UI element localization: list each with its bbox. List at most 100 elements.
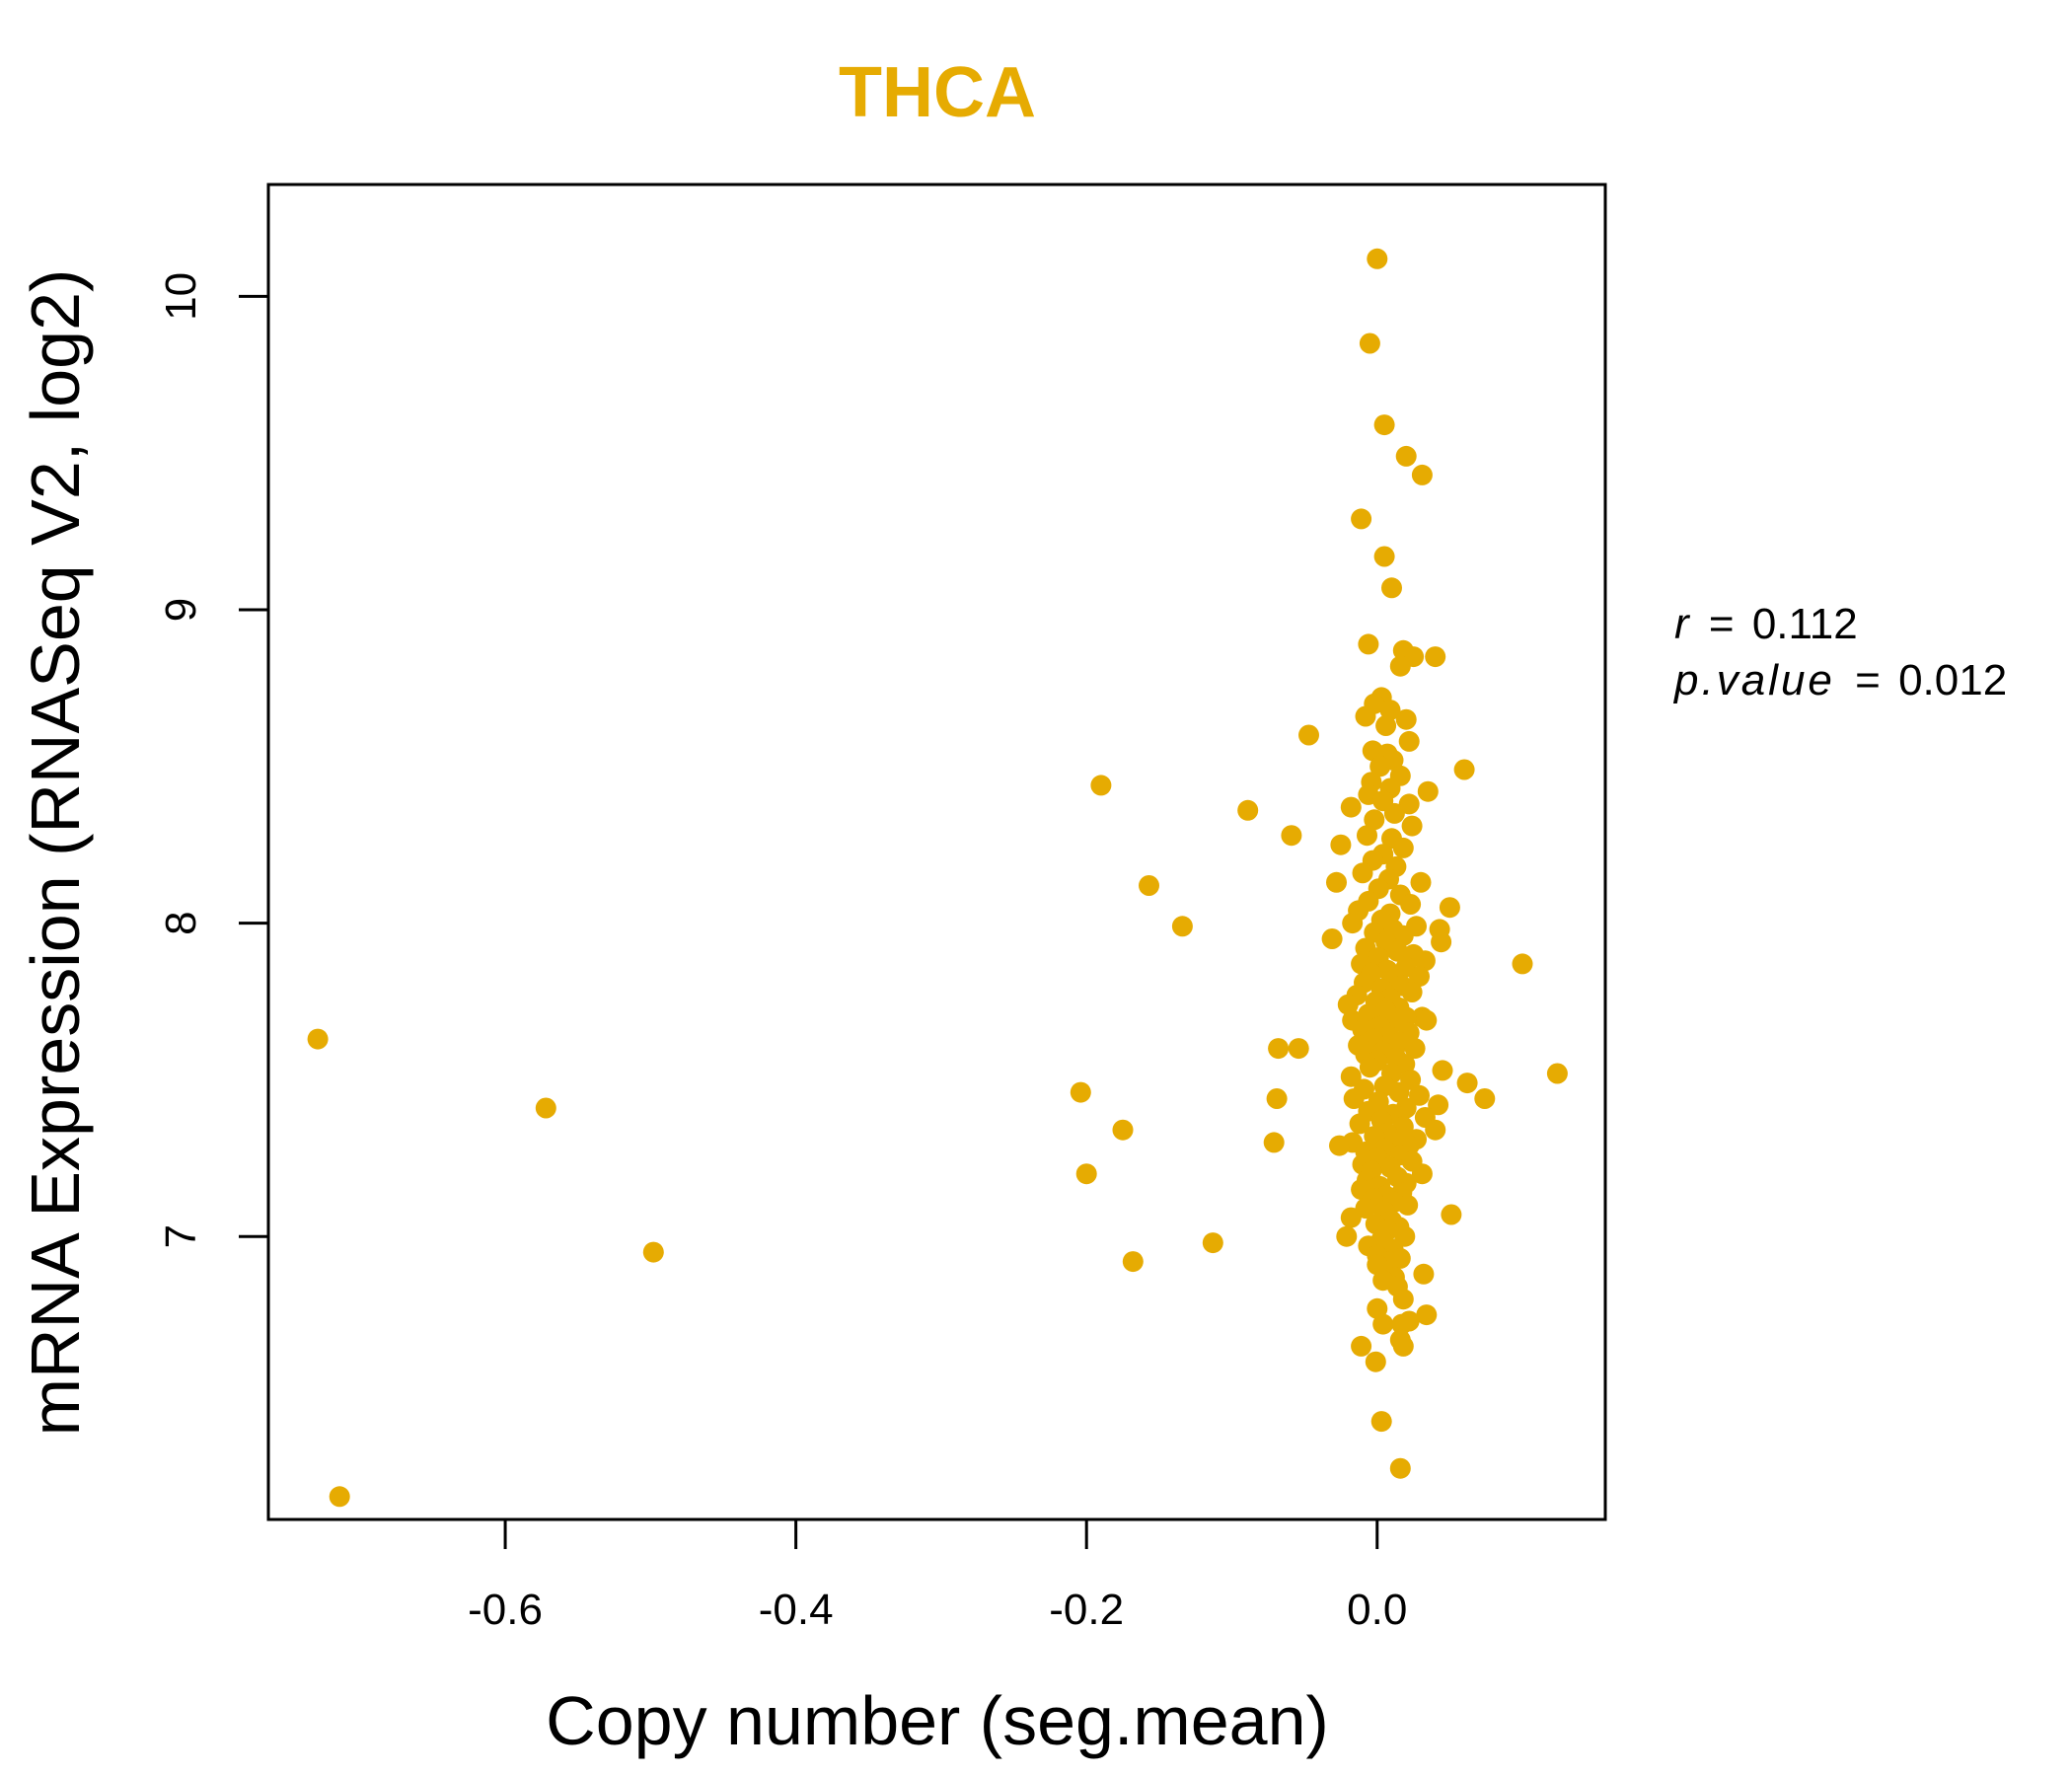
x-axis: -0.6 -0.4 -0.2 0.0 [468,1519,1407,1634]
data-point [1381,577,1402,599]
data-point [535,1097,556,1119]
data-point [1397,1194,1419,1216]
data-point [307,1028,329,1050]
data-point [1351,1335,1372,1357]
r-equals: = [1709,600,1735,648]
data-point [1075,1163,1097,1185]
data-point [1411,1163,1433,1185]
data-point [1373,414,1395,436]
data-point [1070,1081,1091,1103]
data-point [1431,931,1452,953]
data-point [1401,815,1423,837]
data-point [642,1241,664,1263]
data-point [1398,730,1420,752]
data-point [1202,1232,1223,1254]
data-point [1288,1038,1309,1060]
data-point [1392,1289,1414,1310]
x-tick-label: -0.4 [759,1586,834,1634]
data-point [1410,871,1432,893]
data-point [1237,799,1259,821]
data-point [1416,1304,1438,1326]
data-point [1090,775,1112,796]
data-point [1400,894,1422,915]
data-point [1268,1038,1290,1060]
data-point [1326,871,1347,893]
x-tick-label: -0.6 [468,1586,543,1634]
data-point [1411,464,1433,485]
data-point [1373,546,1395,567]
data-point [1389,655,1411,677]
data-point [1474,1088,1496,1109]
data-point [1367,1297,1388,1319]
data-point [1453,759,1475,780]
data-point [1352,862,1373,884]
data-point [1425,646,1446,668]
data-point [1321,928,1343,949]
data-point [1395,445,1417,467]
data-point [1298,724,1319,746]
data-point [1336,1225,1358,1247]
data-point [1409,966,1430,988]
data-point [1375,715,1397,736]
data-point [1266,1088,1288,1109]
data-point [1372,1313,1394,1335]
data-point [1359,1057,1380,1078]
p-equals: = [1855,656,1881,704]
data-point [1392,837,1414,858]
data-point [1416,1009,1438,1031]
data-point [1392,1116,1414,1138]
data-point [1171,916,1193,937]
data-point [1414,950,1436,972]
chart-title: THCA [839,53,1036,132]
data-point [1349,1113,1370,1135]
p-value: 0.012 [1898,656,2007,704]
p-symbol: p.value [1672,656,1835,704]
data-point [1337,994,1359,1015]
data-point [1401,982,1423,1002]
y-tick-label: 7 [157,1224,205,1248]
data-point [1512,953,1533,975]
points-layer [307,248,1568,1508]
data-point [1441,1204,1462,1225]
data-point [1340,1207,1362,1228]
data-point [1365,1351,1386,1372]
plot-frame [266,183,1607,1521]
data-point [1404,1038,1426,1060]
data-point [1343,1088,1365,1109]
data-point [1383,802,1405,824]
data-point [1389,1457,1411,1479]
data-point [1355,705,1376,727]
data-point [1351,508,1372,530]
data-point [1367,248,1388,269]
data-point [1546,1063,1568,1084]
y-axis-label: mRNA Expression (RNASeq V2, log2) [17,269,94,1437]
svg-text:p.value = 0.012: p.value = 0.012 [1672,656,2007,704]
x-tick-label: -0.2 [1049,1586,1124,1634]
data-point [1359,333,1380,354]
data-point [1342,913,1364,934]
data-point [1263,1132,1285,1153]
data-point [1281,825,1302,847]
r-value: 0.112 [1752,600,1858,648]
data-point [1370,1411,1392,1433]
x-tick-label: 0.0 [1347,1586,1407,1634]
data-point [1364,809,1385,831]
data-point [1340,796,1362,818]
data-point [1392,925,1414,946]
data-point [1456,1073,1478,1094]
data-point [1122,1251,1144,1273]
data-point [1388,1081,1410,1103]
data-point [1395,708,1417,730]
svg-text:r = 0.112: r = 0.112 [1674,600,1858,648]
data-point [1413,1263,1435,1285]
y-tick-label: 10 [157,272,205,321]
data-point [1432,1060,1453,1081]
data-point [1357,825,1377,847]
data-point [1112,1119,1134,1141]
data-point [1369,756,1391,777]
x-axis-label: Copy number (seg.mean) [546,1682,1329,1759]
data-point [1367,1254,1388,1276]
data-point [1139,875,1159,896]
data-point [1340,1066,1362,1087]
data-point [1358,633,1379,655]
